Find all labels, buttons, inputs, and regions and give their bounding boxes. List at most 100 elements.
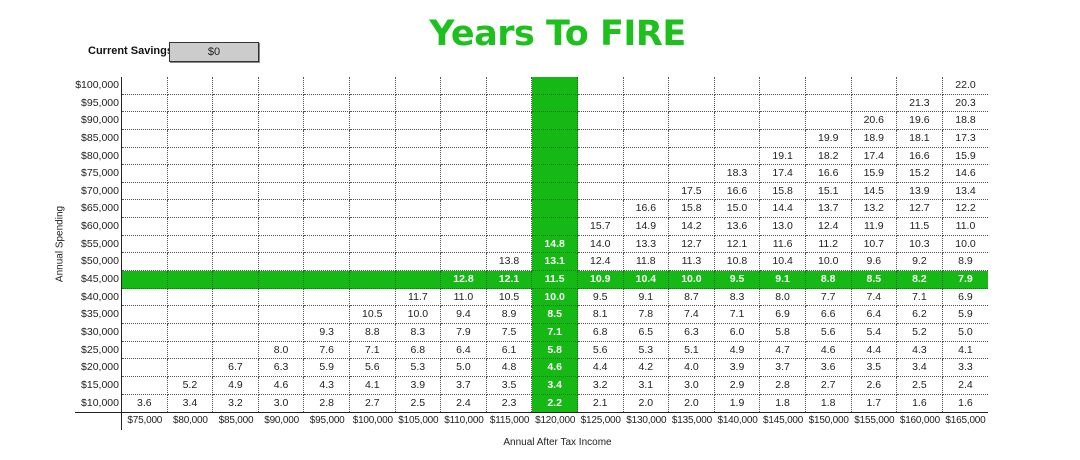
table-cell[interactable] (349, 147, 396, 166)
table-cell[interactable]: 10.4 (623, 271, 670, 289)
table-cell[interactable] (669, 147, 715, 166)
table-cell[interactable]: 2.5 (396, 394, 442, 413)
table-cell[interactable] (122, 182, 168, 201)
table-cell[interactable] (349, 271, 396, 289)
table-cell[interactable]: 2.5 (897, 376, 943, 395)
table-cell[interactable] (851, 94, 898, 113)
table-cell[interactable]: 19.9 (805, 129, 852, 148)
table-cell[interactable]: 13.3 (623, 235, 670, 254)
table-cell[interactable] (167, 323, 214, 342)
table-cell[interactable]: 3.9 (714, 359, 761, 377)
table-cell[interactable]: 10.4 (760, 253, 806, 272)
table-cell[interactable] (349, 253, 396, 272)
table-cell[interactable]: 7.1 (714, 306, 761, 324)
table-cell[interactable] (760, 112, 806, 130)
table-cell[interactable] (577, 165, 624, 183)
table-cell[interactable]: 6.8 (577, 323, 624, 342)
table-cell[interactable] (258, 147, 305, 166)
table-cell[interactable] (122, 235, 168, 254)
table-cell[interactable] (258, 165, 305, 183)
table-cell[interactable] (213, 147, 259, 166)
table-cell[interactable]: 17.4 (760, 165, 806, 183)
table-cell[interactable]: 3.7 (441, 376, 487, 395)
table-cell[interactable]: 4.9 (213, 376, 259, 395)
table-cell[interactable] (258, 112, 305, 130)
table-cell[interactable]: 16.6 (805, 165, 852, 183)
table-cell[interactable]: 20.6 (851, 112, 898, 130)
table-cell[interactable]: 3.0 (669, 376, 715, 395)
table-cell[interactable]: 8.9 (942, 253, 989, 272)
table-cell[interactable]: 6.3 (669, 323, 715, 342)
table-cell[interactable]: 14.8 (532, 235, 578, 254)
table-cell[interactable]: 5.8 (760, 323, 806, 342)
table-cell[interactable] (532, 200, 578, 219)
table-cell[interactable] (122, 112, 168, 130)
table-cell[interactable] (167, 218, 214, 236)
table-cell[interactable] (441, 94, 487, 113)
table-cell[interactable]: 2.8 (304, 394, 350, 413)
table-cell[interactable] (213, 200, 259, 219)
table-cell[interactable]: 2.8 (760, 376, 806, 395)
table-cell[interactable]: 4.0 (669, 359, 715, 377)
table-cell[interactable] (213, 218, 259, 236)
table-cell[interactable]: 8.5 (532, 306, 578, 324)
table-cell[interactable] (213, 182, 259, 201)
table-cell[interactable]: 5.0 (942, 324, 989, 342)
table-cell[interactable]: 12.2 (942, 200, 989, 219)
table-cell[interactable] (395, 235, 442, 254)
table-cell[interactable] (532, 147, 578, 166)
table-cell[interactable]: 9.5 (577, 288, 624, 307)
table-cell[interactable] (577, 200, 624, 219)
table-cell[interactable] (532, 112, 578, 130)
table-cell[interactable]: 7.4 (669, 306, 715, 324)
table-cell[interactable] (304, 147, 350, 166)
table-cell[interactable]: 16.6 (714, 182, 761, 201)
table-cell[interactable]: 3.2 (213, 394, 259, 413)
table-cell[interactable]: 9.1 (760, 271, 806, 289)
table-cell[interactable] (577, 182, 624, 201)
table-cell[interactable]: 5.4 (851, 323, 898, 342)
table-cell[interactable] (349, 94, 396, 113)
table-cell[interactable]: 8.3 (714, 288, 761, 307)
table-cell[interactable] (167, 147, 214, 166)
table-cell[interactable]: 15.7 (577, 218, 624, 236)
table-cell[interactable] (258, 271, 305, 289)
table-cell[interactable] (669, 165, 715, 183)
table-cell[interactable] (213, 288, 259, 307)
table-cell[interactable] (486, 77, 533, 95)
table-cell[interactable] (122, 306, 168, 324)
table-cell[interactable]: 11.7 (395, 288, 442, 307)
table-cell[interactable]: 18.2 (805, 147, 852, 166)
table-cell[interactable]: 4.4 (577, 359, 624, 377)
table-cell[interactable]: 12.1 (714, 235, 761, 254)
table-cell[interactable]: 3.3 (942, 359, 989, 377)
table-cell[interactable]: 6.6 (805, 306, 852, 324)
table-cell[interactable]: 1.6 (897, 394, 943, 413)
table-cell[interactable]: 3.1 (623, 376, 670, 395)
table-cell[interactable] (486, 165, 533, 183)
table-cell[interactable]: 1.8 (806, 394, 852, 413)
table-cell[interactable] (213, 306, 259, 324)
table-cell[interactable]: 2.9 (714, 376, 761, 395)
table-cell[interactable] (441, 200, 487, 219)
table-cell[interactable] (304, 94, 350, 113)
table-cell[interactable] (213, 112, 259, 130)
table-cell[interactable] (122, 359, 168, 377)
table-cell[interactable] (167, 200, 214, 219)
table-cell[interactable] (714, 129, 761, 148)
table-cell[interactable]: 7.1 (897, 288, 943, 307)
table-cell[interactable] (441, 182, 487, 201)
table-cell[interactable]: 6.2 (897, 306, 943, 324)
table-cell[interactable] (167, 94, 214, 113)
table-cell[interactable] (623, 94, 670, 113)
table-cell[interactable] (304, 182, 350, 201)
table-cell[interactable]: 3.5 (486, 376, 533, 395)
table-cell[interactable] (441, 218, 487, 236)
table-cell[interactable] (258, 218, 305, 236)
table-cell[interactable] (577, 147, 624, 166)
table-cell[interactable]: 10.0 (532, 288, 578, 307)
table-cell[interactable] (258, 182, 305, 201)
table-cell[interactable] (897, 77, 943, 95)
table-cell[interactable] (623, 182, 670, 201)
table-cell[interactable] (349, 77, 396, 95)
